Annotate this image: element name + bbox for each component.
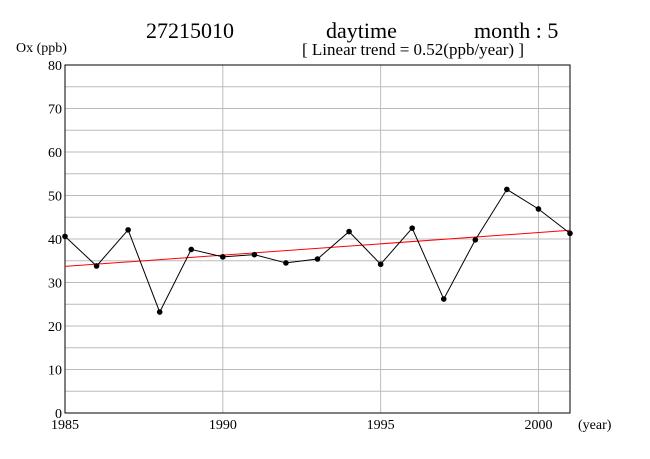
data-point — [62, 233, 68, 240]
data-point — [188, 246, 195, 253]
data-point — [377, 261, 384, 268]
x-tick-label: 1995 — [367, 418, 395, 433]
data-point — [314, 256, 321, 262]
y-tick-label: 10 — [48, 364, 62, 379]
grid-lines — [64, 64, 570, 414]
x-tick-label: 2000 — [524, 418, 552, 433]
data-point — [125, 227, 131, 233]
y-tick-label: 60 — [48, 146, 62, 161]
data-point — [283, 260, 289, 266]
y-tick-label: 70 — [48, 103, 62, 118]
y-tick-label: 40 — [48, 233, 62, 248]
trend-label: [ Linear trend = 0.52(ppb/year) ] — [302, 40, 524, 59]
x-tick-label: 1985 — [51, 418, 79, 433]
y-tick-label: 50 — [48, 190, 62, 205]
y-axis-ticks: 0 10 20 30 40 50 60 70 80 — [48, 59, 62, 422]
period-label: daytime — [326, 18, 397, 43]
y-tick-label: 20 — [48, 320, 62, 335]
y-tick-label: 30 — [48, 277, 62, 292]
series-line — [64, 188, 571, 314]
data-point — [220, 254, 226, 260]
month-label: month : 5 — [474, 18, 559, 43]
data-point — [504, 186, 510, 193]
data-point — [93, 263, 100, 269]
data-point — [346, 228, 352, 235]
x-axis-label: (year) — [578, 418, 612, 433]
data-points — [62, 186, 573, 315]
y-tick-label: 0 — [55, 407, 62, 422]
data-point — [472, 237, 479, 243]
y-axis-label: Ox (ppb) — [16, 41, 67, 56]
trend-line — [64, 229, 571, 267]
data-point — [535, 206, 542, 212]
data-point — [567, 230, 573, 237]
data-point — [156, 309, 163, 315]
data-point — [251, 251, 258, 258]
y-tick-label: 80 — [48, 59, 62, 74]
station-code: 27215010 — [146, 18, 234, 43]
data-point — [409, 225, 415, 231]
data-point — [440, 296, 447, 302]
x-tick-label: 1990 — [209, 418, 237, 433]
x-axis-ticks: 1985 1990 1995 2000 — [51, 418, 552, 433]
